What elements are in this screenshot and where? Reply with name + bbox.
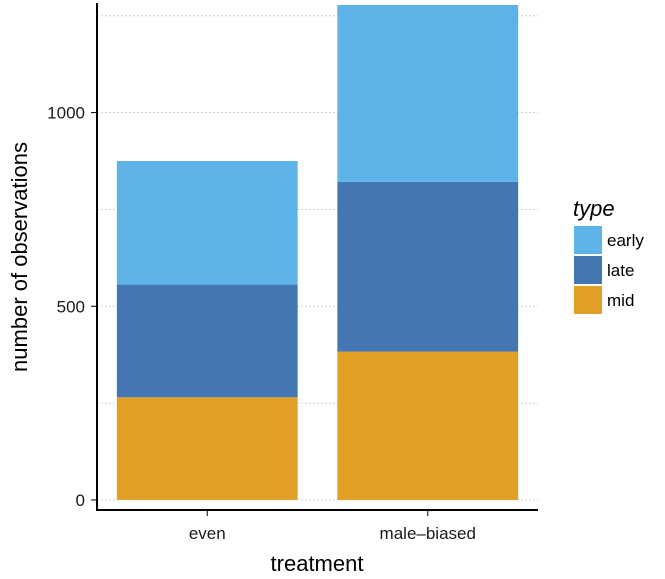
y-tick-label: 0 (76, 491, 85, 510)
x-tick-label: male–biased (380, 524, 476, 543)
bar-segment-early (337, 4, 519, 182)
legend-label-mid: mid (607, 291, 634, 310)
y-tick-label: 500 (57, 297, 85, 316)
x-tick-label: even (189, 524, 226, 543)
bar-segment-early (116, 161, 298, 285)
axes (96, 3, 538, 511)
legend-label-late: late (607, 261, 634, 280)
y-axis-title: number of observations (7, 142, 32, 372)
bar-segment-late (337, 181, 519, 352)
legend-swatch-early (574, 226, 602, 254)
legend-swatch-late (574, 256, 602, 284)
x-axis-title: treatment (271, 551, 364, 576)
bar-segment-mid (337, 351, 519, 500)
y-tick-label: 1000 (47, 104, 85, 123)
legend-label-early: early (607, 231, 644, 250)
legend: type early late mid (573, 196, 644, 314)
bar-segment-late (116, 284, 298, 398)
x-ticks: even male–biased (189, 510, 476, 543)
legend-swatch-mid (574, 286, 602, 314)
bar-segment-mid (116, 397, 298, 500)
legend-title: type (573, 196, 615, 221)
bars (116, 4, 519, 500)
y-ticks: 0 500 1000 (47, 104, 97, 510)
